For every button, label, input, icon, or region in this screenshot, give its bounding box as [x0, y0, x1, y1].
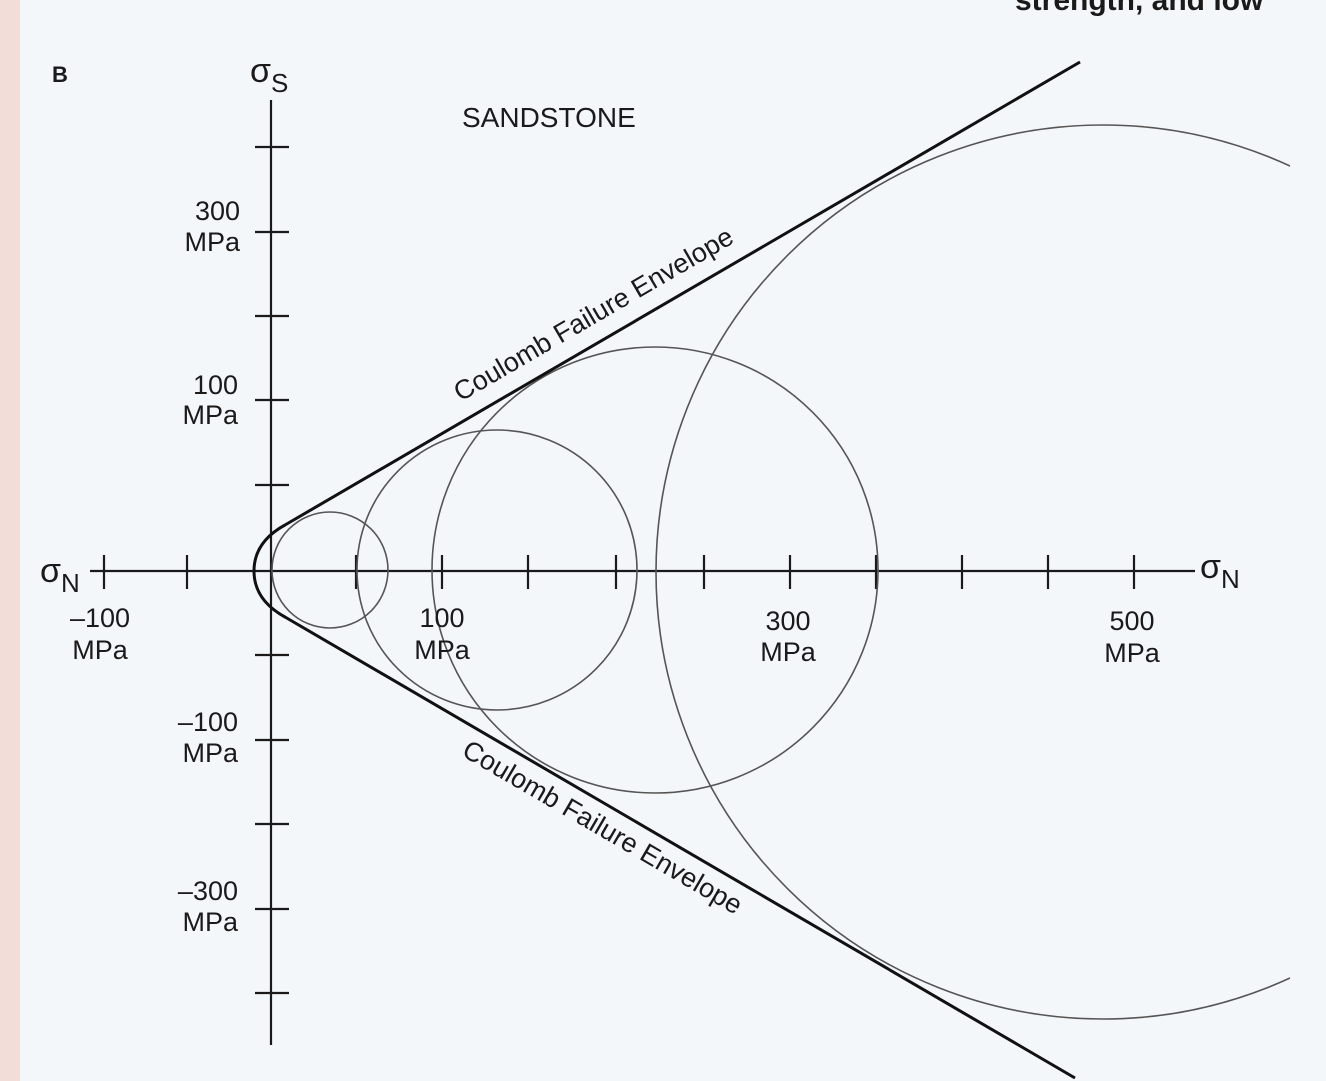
envelope-label: Coulomb Failure Envelope — [457, 734, 747, 920]
y-tick-value: 100 — [193, 370, 238, 400]
y-tick-value: –300 — [178, 876, 238, 906]
envelope-label: Coulomb Failure Envelope — [448, 221, 738, 407]
y-axis-label: σS — [250, 52, 288, 98]
mohr-circles — [271, 124, 1290, 1020]
title: SANDSTONE — [462, 102, 636, 133]
x-tick-unit: MPa — [1104, 638, 1161, 668]
x-tick-value: –100 — [70, 603, 130, 633]
page-edge — [0, 0, 20, 1081]
mohr-circle — [356, 429, 638, 711]
axes — [90, 100, 1195, 1045]
mohr-circle — [431, 346, 879, 794]
x-tick-value: 300 — [765, 606, 810, 636]
x-tick-value: 500 — [1109, 606, 1154, 636]
y-tick-unit: MPa — [182, 400, 239, 430]
x-axis-label-left: σN — [40, 552, 80, 598]
corner-text: strength, and low — [1015, 0, 1264, 17]
mohr-circle — [271, 511, 389, 629]
y-tick-value: 300 — [195, 196, 240, 226]
x-axis-label-right: σN — [1200, 548, 1240, 594]
failure-envelope — [252, 60, 1081, 1080]
x-tick-labels: –100 MPa 100 MPa 300 MPa 500 MPa — [70, 603, 1161, 668]
y-tick-unit: MPa — [182, 907, 239, 937]
y-tick-unit: MPa — [184, 227, 241, 257]
x-tick-value: 100 — [419, 603, 464, 633]
x-tick-unit: MPa — [760, 637, 817, 667]
x-tick-unit: MPa — [414, 635, 471, 665]
panel-letter: B — [52, 62, 68, 87]
y-tick-unit: MPa — [182, 738, 239, 768]
x-tick-unit: MPa — [72, 635, 129, 665]
mohr-circle — [655, 124, 1290, 1020]
y-tick-labels: 300 MPa 100 MPa –100 MPa –300 MPa — [178, 196, 241, 937]
y-tick-value: –100 — [178, 707, 238, 737]
